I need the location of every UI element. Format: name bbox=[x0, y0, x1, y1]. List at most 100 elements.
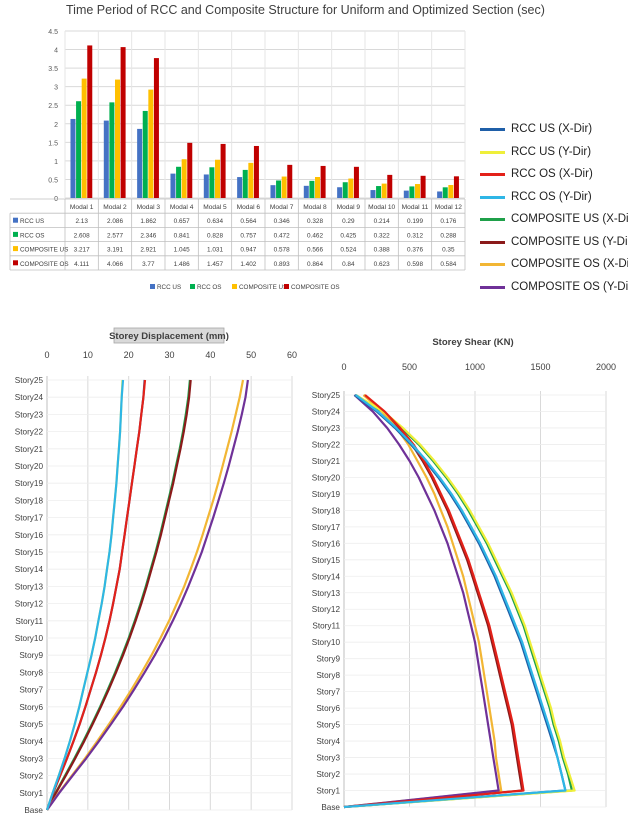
category-label: Modal 9 bbox=[337, 204, 361, 211]
data-label: 0.623 bbox=[374, 261, 390, 268]
y-tick-label: 3.5 bbox=[48, 66, 58, 73]
legend-label: RCC OS bbox=[197, 284, 222, 291]
category-label: Modal 3 bbox=[137, 204, 161, 211]
y-tick-label: 0.5 bbox=[48, 177, 58, 184]
legend-item: COMPOSITE US (X-Dir) bbox=[480, 210, 628, 228]
table-legend-key bbox=[13, 231, 18, 237]
data-label: 0.328 bbox=[307, 218, 323, 225]
y-tick-label: 3 bbox=[54, 85, 58, 92]
series-line-rcc-us-y-dir bbox=[45, 379, 124, 811]
legend-label: RCC OS (Y-Dir) bbox=[511, 191, 592, 203]
bar-composite-os bbox=[220, 143, 226, 198]
data-label: 0.564 bbox=[240, 218, 256, 225]
bar-composite-us bbox=[181, 159, 187, 198]
bar-rcc-os bbox=[442, 187, 448, 198]
category-label: Modal 4 bbox=[170, 204, 194, 211]
series-line-composite-os-x-dir bbox=[343, 394, 503, 809]
data-label: 0.472 bbox=[274, 232, 290, 239]
storey-label: Story24 bbox=[15, 393, 44, 402]
data-label: 0.176 bbox=[440, 218, 456, 225]
x-tick-label: 40 bbox=[205, 350, 215, 360]
data-label: 0.322 bbox=[374, 232, 390, 239]
category-label: Modal 12 bbox=[435, 204, 462, 211]
bar-composite-os bbox=[87, 45, 93, 199]
data-label: 2.13 bbox=[75, 218, 88, 225]
storey-label: Story18 bbox=[15, 496, 44, 505]
x-tick-label: 20 bbox=[124, 350, 134, 360]
storey-label: Story3 bbox=[316, 754, 340, 763]
storey-label: Story5 bbox=[19, 720, 43, 729]
legend-swatch bbox=[480, 127, 505, 131]
storey-label: Story7 bbox=[19, 686, 43, 695]
data-label: 0.634 bbox=[207, 218, 223, 225]
bar-rcc-os bbox=[309, 180, 315, 198]
data-label: 1.862 bbox=[140, 218, 156, 225]
bar-composite-os bbox=[120, 47, 126, 198]
data-label: 1.045 bbox=[174, 247, 190, 254]
bar-composite-us bbox=[248, 162, 254, 198]
bar-rcc-us bbox=[103, 120, 109, 198]
data-label: 1.457 bbox=[207, 261, 223, 268]
bar-composite-us bbox=[315, 176, 320, 198]
data-label: 0.214 bbox=[374, 218, 390, 225]
bar-chart: 0 0.5 1 1.5 2 2.5 3 3.5 4 4.5 Modal 1 Modal 2 Modal … bbox=[9, 29, 466, 291]
data-label: 0.657 bbox=[174, 218, 190, 225]
bar-rcc-os bbox=[76, 101, 82, 198]
storey-label: Story9 bbox=[19, 651, 43, 660]
storey-label: Story2 bbox=[316, 770, 340, 779]
x-tick-label: 1000 bbox=[465, 362, 485, 372]
data-label: 0.388 bbox=[374, 247, 390, 254]
category-label: Modal 5 bbox=[203, 204, 227, 211]
bar-rcc-us bbox=[270, 185, 276, 198]
storey-label: Story16 bbox=[15, 531, 44, 540]
bar-rcc-us bbox=[370, 190, 376, 198]
data-label: 3.217 bbox=[74, 247, 90, 254]
data-label: 0.757 bbox=[240, 232, 256, 239]
bar-rcc-us bbox=[70, 118, 76, 198]
bar-composite-us bbox=[148, 89, 154, 198]
bar-rcc-us bbox=[337, 187, 343, 198]
category-label: Modal 6 bbox=[237, 204, 261, 211]
bar-composite-us bbox=[115, 79, 120, 198]
data-label: 0.524 bbox=[340, 247, 356, 254]
legend-key bbox=[284, 284, 289, 289]
storey-label: Story22 bbox=[312, 440, 341, 449]
legend-swatch bbox=[480, 217, 505, 221]
legend-key bbox=[190, 284, 195, 289]
bar-rcc-os bbox=[242, 169, 248, 198]
storey-label: Story21 bbox=[312, 457, 341, 466]
y-tick-label: 4.5 bbox=[48, 29, 58, 36]
table-row-label: COMPOSITE OS bbox=[20, 261, 69, 268]
storey-label: Story22 bbox=[15, 428, 44, 437]
storey-label: Story14 bbox=[312, 572, 341, 581]
bar-composite-os bbox=[287, 164, 293, 198]
bar-composite-us bbox=[281, 176, 287, 198]
series-line-composite-us-y-dir bbox=[343, 394, 524, 809]
storey-label: Story19 bbox=[312, 490, 341, 499]
series-line-rcc-us-y-dir bbox=[343, 394, 576, 809]
data-label: 0.864 bbox=[307, 261, 323, 268]
legend-item: RCC OS (X-Dir) bbox=[480, 165, 593, 183]
series-line-rcc-os-y-dir bbox=[343, 394, 567, 809]
data-label: 0.578 bbox=[274, 247, 290, 254]
storey-label: Story2 bbox=[19, 772, 43, 781]
chart-title: Storey Displacement (mm) bbox=[109, 331, 229, 342]
storey-label: Story4 bbox=[316, 737, 340, 746]
x-tick-label: 1500 bbox=[530, 362, 550, 372]
bar-rcc-os bbox=[276, 180, 282, 198]
legend-swatch bbox=[480, 195, 505, 199]
table-legend-key bbox=[13, 217, 18, 223]
series-line-composite-os-y-dir bbox=[46, 379, 249, 811]
legend-swatch bbox=[480, 150, 505, 154]
storey-label: Story19 bbox=[15, 479, 44, 488]
legend-label: RCC US (Y-Dir) bbox=[511, 146, 592, 158]
data-label: 3.191 bbox=[107, 247, 123, 254]
bar-rcc-os bbox=[409, 186, 415, 198]
series-line-rcc-us-x-dir bbox=[343, 394, 567, 809]
x-tick-label: 2000 bbox=[596, 362, 616, 372]
storey-label: Story25 bbox=[312, 391, 341, 400]
category-label: Modal 11 bbox=[402, 204, 429, 211]
data-label: 4.111 bbox=[74, 261, 89, 268]
data-label: 0.566 bbox=[307, 247, 323, 254]
storey-label: Base bbox=[24, 806, 43, 815]
